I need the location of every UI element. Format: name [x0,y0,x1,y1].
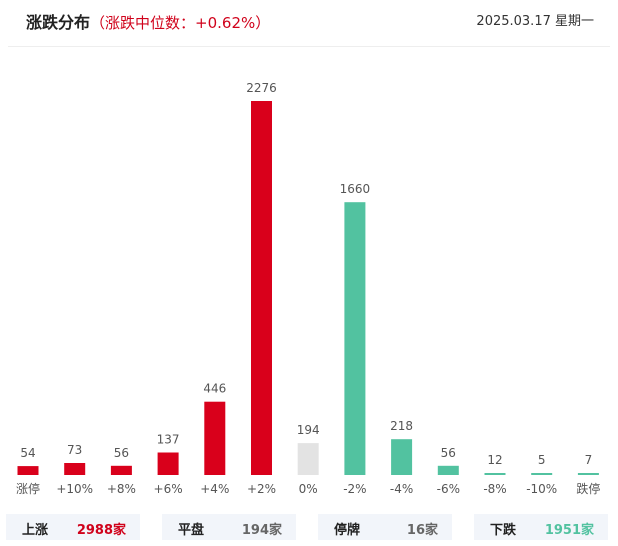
value-label-12: 7 [585,453,593,467]
value-label-0: 54 [20,446,35,460]
bar-12[interactable] [577,473,599,475]
value-label-3: 137 [157,433,180,447]
category-label-12: 跌停 [576,481,600,496]
value-label-1: 73 [67,443,82,457]
category-label-2: +8% [107,482,136,496]
bar-11[interactable] [531,473,553,475]
summary-flat-value: 194家 [241,523,282,538]
bar-5[interactable] [251,101,272,475]
value-label-2: 56 [114,446,129,460]
summary-suspended-label: 停牌 [334,523,361,538]
summary-down: 下跌 1951家 [474,514,608,540]
category-label-4: +4% [200,482,229,496]
summary-flat-label: 平盘 [178,523,205,538]
value-label-4: 446 [203,382,226,396]
bar-0[interactable] [17,466,39,475]
bar-8[interactable] [391,439,413,475]
summary-up: 上涨 2988家 [6,514,140,540]
summary-suspended-value: 16家 [406,523,438,538]
category-label-5: +2% [247,482,276,496]
bar-6[interactable] [297,443,319,475]
category-label-8: -4% [390,482,413,496]
value-label-5: 2276 [246,81,277,95]
summary-down-value: 1951家 [544,523,594,538]
value-label-10: 12 [487,453,502,467]
chart-header: 涨跌分布（涨跌中位数：+0.62%） 2025.03.17 星期一 [0,0,618,46]
bar-7[interactable] [344,202,366,475]
bar-9[interactable] [437,465,459,475]
bar-10[interactable] [484,473,506,475]
category-label-0: 涨停 [16,481,40,496]
chart-title: 涨跌分布（涨跌中位数：+0.62%） [26,9,270,33]
median-change-subtitle: （涨跌中位数：+0.62%） [90,14,271,32]
title-text: 涨跌分布 [26,13,91,32]
value-label-11: 5 [538,453,546,467]
category-label-10: -8% [483,482,506,496]
value-label-6: 194 [297,423,320,437]
summary-up-label: 上涨 [22,523,49,538]
bar-3[interactable] [157,452,179,476]
bar-4[interactable] [204,401,226,475]
header-divider [8,46,610,47]
category-label-6: 0% [299,482,318,496]
category-label-3: +6% [154,482,183,496]
summary-flat: 平盘 194家 [162,514,296,540]
category-label-11: -10% [526,482,557,496]
value-label-8: 218 [390,419,413,433]
category-label-7: -2% [343,482,366,496]
distribution-chart: 54 涨停 73 +10% 56 +8% 137 +6% 446 +4% 2276 +2% 194 0% 1… [16,81,600,496]
value-label-7: 1660 [340,182,371,196]
summary-suspended: 停牌 16家 [318,514,452,540]
summary-down-label: 下跌 [490,523,517,538]
bar-2[interactable] [110,465,132,475]
category-label-9: -6% [437,482,460,496]
summary-up-value: 2988家 [76,523,126,538]
category-label-1: +10% [56,482,93,496]
value-label-9: 56 [441,446,456,460]
trade-date: 2025.03.17 星期一 [476,14,594,29]
bar-1[interactable] [64,463,86,475]
